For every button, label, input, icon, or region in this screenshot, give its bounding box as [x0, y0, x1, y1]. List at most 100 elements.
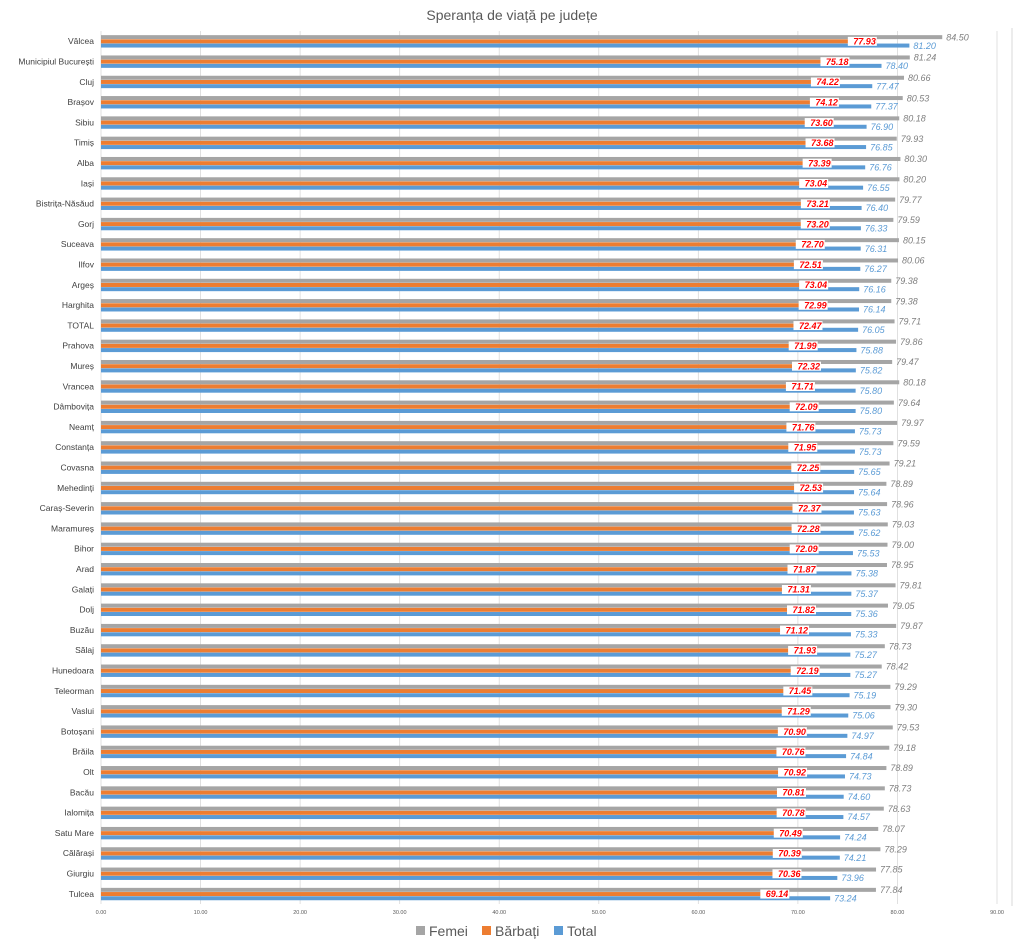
- data-label-total: 75.38: [855, 569, 878, 579]
- bar-total: [101, 835, 841, 840]
- bar-total: [101, 104, 872, 109]
- bar-total: [101, 368, 856, 373]
- category-label: Constanța: [55, 442, 94, 452]
- data-label-total: 75.88: [860, 345, 883, 355]
- bar-total: [101, 185, 864, 190]
- bar-total: [101, 287, 860, 292]
- bar-bărbați: [101, 445, 818, 450]
- data-label-bărbați: 73.60: [810, 118, 833, 128]
- data-label-bărbați: 72.99: [804, 300, 827, 310]
- data-label-femei: 79.59: [897, 438, 920, 448]
- bar-bărbați: [101, 161, 832, 166]
- legend-label-femei: Femei: [429, 923, 468, 939]
- data-label-total: 74.57: [847, 812, 871, 822]
- data-label-femei: 79.97: [901, 418, 925, 428]
- data-label-femei: 79.30: [894, 702, 917, 712]
- bar-total: [101, 469, 855, 474]
- bar-femei: [101, 766, 887, 771]
- bar-bărbați: [101, 851, 802, 856]
- data-label-total: 75.64: [858, 487, 881, 497]
- bar-bărbați: [101, 486, 824, 491]
- bar-bărbați: [101, 546, 819, 551]
- bar-femei: [101, 136, 897, 141]
- chart-title: Speranța de viață pe județe: [426, 7, 597, 23]
- data-label-bărbați: 72.70: [801, 240, 824, 250]
- data-label-total: 77.47: [876, 81, 900, 91]
- category-label: Botoșani: [61, 726, 94, 736]
- category-label: Alba: [77, 158, 94, 168]
- bar-bărbați: [101, 749, 806, 754]
- bar-femei: [101, 481, 887, 486]
- data-label-bărbați: 71.87: [793, 564, 817, 574]
- bar-total: [101, 693, 850, 698]
- bar-femei: [101, 75, 905, 80]
- bar-femei: [101, 603, 888, 608]
- data-label-femei: 79.59: [897, 215, 920, 225]
- bar-label-background: [793, 260, 823, 270]
- bar-femei: [101, 664, 882, 669]
- data-label-femei: 78.73: [889, 641, 912, 651]
- data-label-total: 76.16: [863, 284, 886, 294]
- category-label: Tulcea: [69, 889, 94, 899]
- data-label-bărbați: 72.32: [797, 361, 820, 371]
- category-label: Municipiul București: [18, 56, 94, 66]
- bar-label-background: [788, 645, 818, 655]
- x-tick-label: 70.00: [791, 910, 805, 916]
- data-label-femei: 79.81: [900, 581, 923, 591]
- data-label-bărbați: 74.22: [816, 77, 839, 87]
- bar-bărbați: [101, 425, 816, 430]
- data-label-total: 76.33: [865, 223, 888, 233]
- bar-total: [101, 449, 855, 454]
- bar-label-background: [800, 199, 830, 209]
- data-label-femei: 81.24: [914, 53, 937, 63]
- bar-bărbați: [101, 242, 825, 247]
- data-label-bărbați: 72.09: [795, 544, 818, 554]
- data-label-total: 76.85: [870, 142, 894, 152]
- bar-total: [101, 490, 855, 495]
- bar-femei: [101, 319, 895, 324]
- data-label-femei: 79.05: [892, 601, 916, 611]
- data-label-total: 73.96: [841, 873, 864, 883]
- bar-femei: [101, 522, 888, 527]
- data-label-femei: 78.07: [882, 824, 906, 834]
- data-label-femei: 79.18: [893, 743, 916, 753]
- bar-label-background: [783, 686, 813, 696]
- bar-bărbați: [101, 892, 790, 897]
- data-label-femei: 80.20: [903, 174, 926, 184]
- data-label-femei: 77.85: [880, 865, 904, 875]
- bar-total: [101, 551, 853, 556]
- bar-total: [101, 84, 873, 89]
- category-label: TOTAL: [67, 320, 94, 330]
- bar-label-background: [781, 706, 811, 716]
- bar-label-background: [786, 422, 816, 432]
- data-label-bărbați: 71.12: [786, 625, 809, 635]
- data-label-total: 75.36: [855, 609, 878, 619]
- data-label-bărbați: 71.76: [792, 422, 816, 432]
- data-label-femei: 79.47: [896, 357, 920, 367]
- category-label: Harghita: [62, 300, 94, 310]
- data-label-bărbați: 71.93: [794, 646, 817, 656]
- bar-bărbați: [101, 790, 806, 795]
- data-label-femei: 80.66: [908, 73, 931, 83]
- bar-bărbați: [101, 831, 803, 836]
- category-label: Olt: [83, 767, 95, 777]
- bar-total: [101, 571, 852, 576]
- data-label-bărbați: 75.18: [826, 57, 849, 67]
- bar-bărbați: [101, 39, 877, 44]
- category-label: Vaslui: [71, 706, 94, 716]
- bar-total: [101, 754, 847, 759]
- bar-femei: [101, 461, 890, 466]
- data-label-femei: 80.53: [907, 93, 930, 103]
- data-label-bărbați: 70.81: [782, 788, 805, 798]
- bar-total: [101, 713, 849, 718]
- bar-femei: [101, 684, 891, 689]
- bar-bărbați: [101, 871, 802, 876]
- x-tick-label: 60.00: [691, 910, 705, 916]
- bar-femei: [101, 278, 892, 283]
- data-label-bărbați: 70.49: [779, 828, 802, 838]
- bar-total: [101, 246, 861, 251]
- bar-femei: [101, 96, 903, 101]
- category-label: Dolj: [79, 605, 94, 615]
- category-label: Satu Mare: [55, 828, 94, 838]
- bar-label-background: [794, 483, 824, 493]
